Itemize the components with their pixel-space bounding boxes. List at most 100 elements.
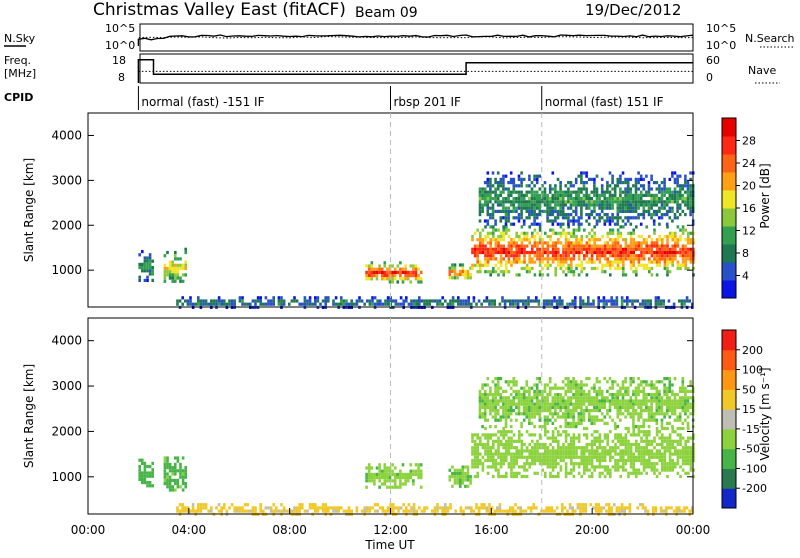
velocity-cell <box>171 466 174 470</box>
velocity-cell <box>517 412 521 416</box>
power-cell <box>554 247 557 251</box>
velocity-cell <box>272 503 275 507</box>
velocity-cell <box>686 389 690 393</box>
power-cell <box>611 254 615 258</box>
velocity-cell <box>501 509 504 513</box>
velocity-cell <box>603 449 607 453</box>
power-cell <box>577 174 581 178</box>
power-cell <box>481 244 485 248</box>
velocity-cell <box>436 506 439 510</box>
velocity-cell <box>588 442 591 447</box>
velocity-cell <box>471 439 474 443</box>
velocity-cell <box>622 442 625 447</box>
power-cell <box>611 200 614 204</box>
velocity-cell <box>668 396 672 400</box>
velocity-cell <box>637 430 641 434</box>
power-cell <box>375 277 379 281</box>
velocity-cell <box>523 474 526 479</box>
power-cell <box>585 219 588 223</box>
velocity-cell <box>681 436 685 440</box>
power-cell <box>151 269 154 273</box>
power-cell <box>483 203 487 207</box>
velocity-cell <box>556 386 560 390</box>
power-cell <box>650 254 654 258</box>
velocity-cell <box>518 455 521 459</box>
velocity-cell <box>491 393 495 397</box>
velocity-cell <box>525 449 529 453</box>
freq-label-line1: Freq. <box>4 54 31 67</box>
power-cell <box>600 177 604 181</box>
power-cell <box>507 200 510 204</box>
power-cell <box>510 260 513 264</box>
power-cell <box>380 267 384 271</box>
power-cell <box>249 302 252 306</box>
freq-tick-top: 18 <box>112 54 126 67</box>
power-cell <box>570 247 573 251</box>
power-cell <box>598 244 602 248</box>
velocity-cell <box>561 396 565 400</box>
velocity-cell <box>530 405 534 409</box>
velocity-cell <box>138 474 141 478</box>
power-cell <box>671 190 674 194</box>
velocity-cell <box>471 465 474 469</box>
power-cell <box>543 203 547 207</box>
power-cell <box>595 187 599 191</box>
velocity-cell <box>615 506 619 510</box>
velocity-cell <box>658 409 661 413</box>
power-cell <box>562 270 565 274</box>
power-cell <box>642 213 646 217</box>
velocity-cell <box>166 462 169 466</box>
velocity-cell <box>629 402 633 406</box>
velocity-cell <box>494 409 497 413</box>
velocity-cell <box>506 509 509 513</box>
velocity-cell <box>499 439 503 443</box>
velocity-cell <box>580 421 583 425</box>
power-cell <box>668 216 672 220</box>
velocity-cell <box>632 425 635 429</box>
velocity-cell <box>562 442 565 447</box>
power-cell <box>562 257 565 261</box>
velocity-cell <box>489 425 492 429</box>
power-cell <box>569 193 573 197</box>
power-cell <box>380 277 384 281</box>
power-cell <box>616 231 620 235</box>
velocity-cell <box>569 415 573 419</box>
velocity-cell <box>419 469 423 473</box>
velocity-cell <box>619 455 622 459</box>
power-cell <box>640 247 643 251</box>
velocity-cell <box>584 506 587 510</box>
power-cell <box>367 277 371 281</box>
velocity-cell <box>423 506 426 510</box>
power-cell <box>637 206 640 210</box>
velocity-cell <box>528 465 531 469</box>
velocity-cell <box>600 399 604 403</box>
velocity-cell <box>143 481 147 485</box>
velocity-cell <box>355 509 359 513</box>
velocity-cell <box>476 462 479 466</box>
power-cell <box>489 231 492 235</box>
velocity-cell <box>410 506 413 510</box>
velocity-cell <box>676 415 679 419</box>
velocity-cell <box>620 506 624 510</box>
velocity-cell <box>393 479 397 483</box>
velocity-cell <box>412 506 416 510</box>
power-cell <box>681 250 685 255</box>
power-cell <box>655 260 659 264</box>
velocity-cell <box>557 446 560 450</box>
power-cell <box>629 187 633 191</box>
velocity-cell <box>614 442 617 447</box>
velocity-cell <box>280 509 283 513</box>
power-cell <box>466 269 470 273</box>
power-cell <box>502 250 505 255</box>
velocity-cell <box>476 449 479 453</box>
velocity-y-tick-label: 4000 <box>51 334 82 348</box>
velocity-cell <box>462 509 465 513</box>
velocity-cell <box>567 409 570 413</box>
power-cell <box>399 267 402 271</box>
power-cell <box>314 296 317 300</box>
velocity-cell <box>600 418 604 422</box>
power-cell <box>462 302 465 306</box>
velocity-cell <box>593 399 596 403</box>
velocity-cell <box>489 455 492 459</box>
power-cell <box>481 209 484 213</box>
